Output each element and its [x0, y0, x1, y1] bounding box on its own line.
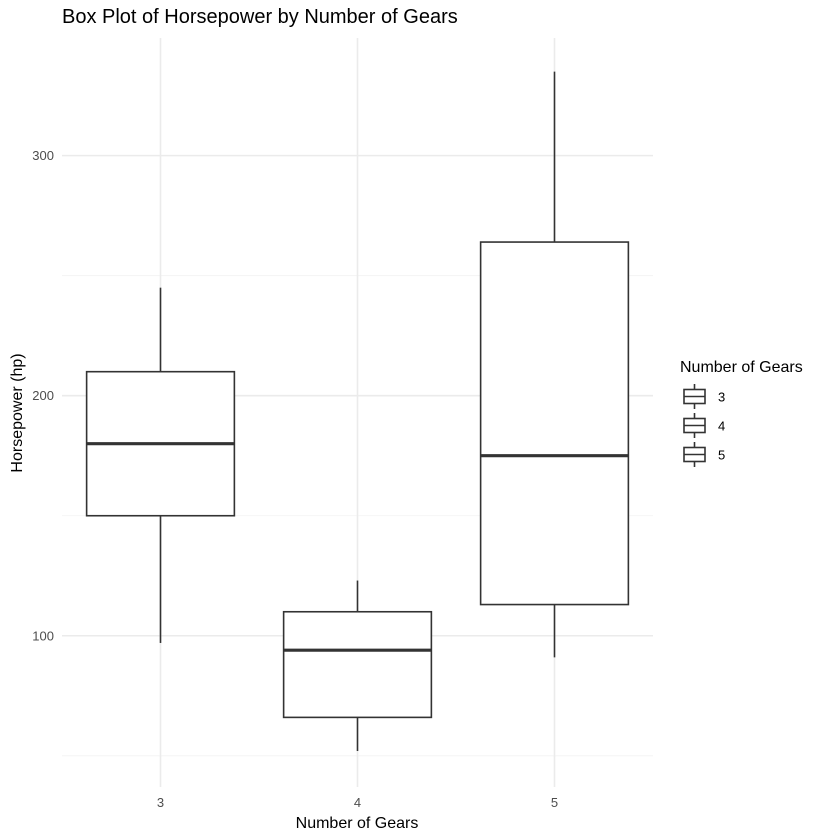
chart-title: Box Plot of Horsepower by Number of Gear… [62, 6, 458, 28]
legend-entry-5: 5 [683, 442, 725, 467]
legend-label: 3 [718, 390, 725, 405]
y-tick-label: 300 [32, 148, 54, 163]
x-tick-label: 4 [354, 795, 361, 810]
legend-entry-3: 3 [683, 384, 725, 409]
y-axis: 100 200 300 [32, 148, 54, 643]
y-axis-title: Horsepower (hp) [9, 353, 26, 472]
y-tick-label: 200 [32, 388, 54, 403]
box-gear-4 [282, 580, 433, 751]
box-iqr [479, 241, 630, 606]
legend-title: Number of Gears [680, 359, 803, 376]
boxes [85, 71, 630, 751]
box-iqr [282, 610, 433, 719]
x-tick-label: 5 [551, 795, 558, 810]
legend-label: 5 [718, 448, 725, 463]
y-tick-label: 100 [32, 628, 54, 643]
x-tick-label: 3 [157, 795, 164, 810]
box-gear-3 [85, 287, 236, 643]
legend: Number of Gears 3 4 5 [680, 359, 803, 467]
legend-label: 4 [718, 419, 725, 434]
box-gear-5 [479, 71, 630, 658]
x-axis-title: Number of Gears [296, 815, 419, 832]
x-axis: 3 4 5 [157, 795, 558, 810]
legend-entry-4: 4 [683, 413, 725, 438]
